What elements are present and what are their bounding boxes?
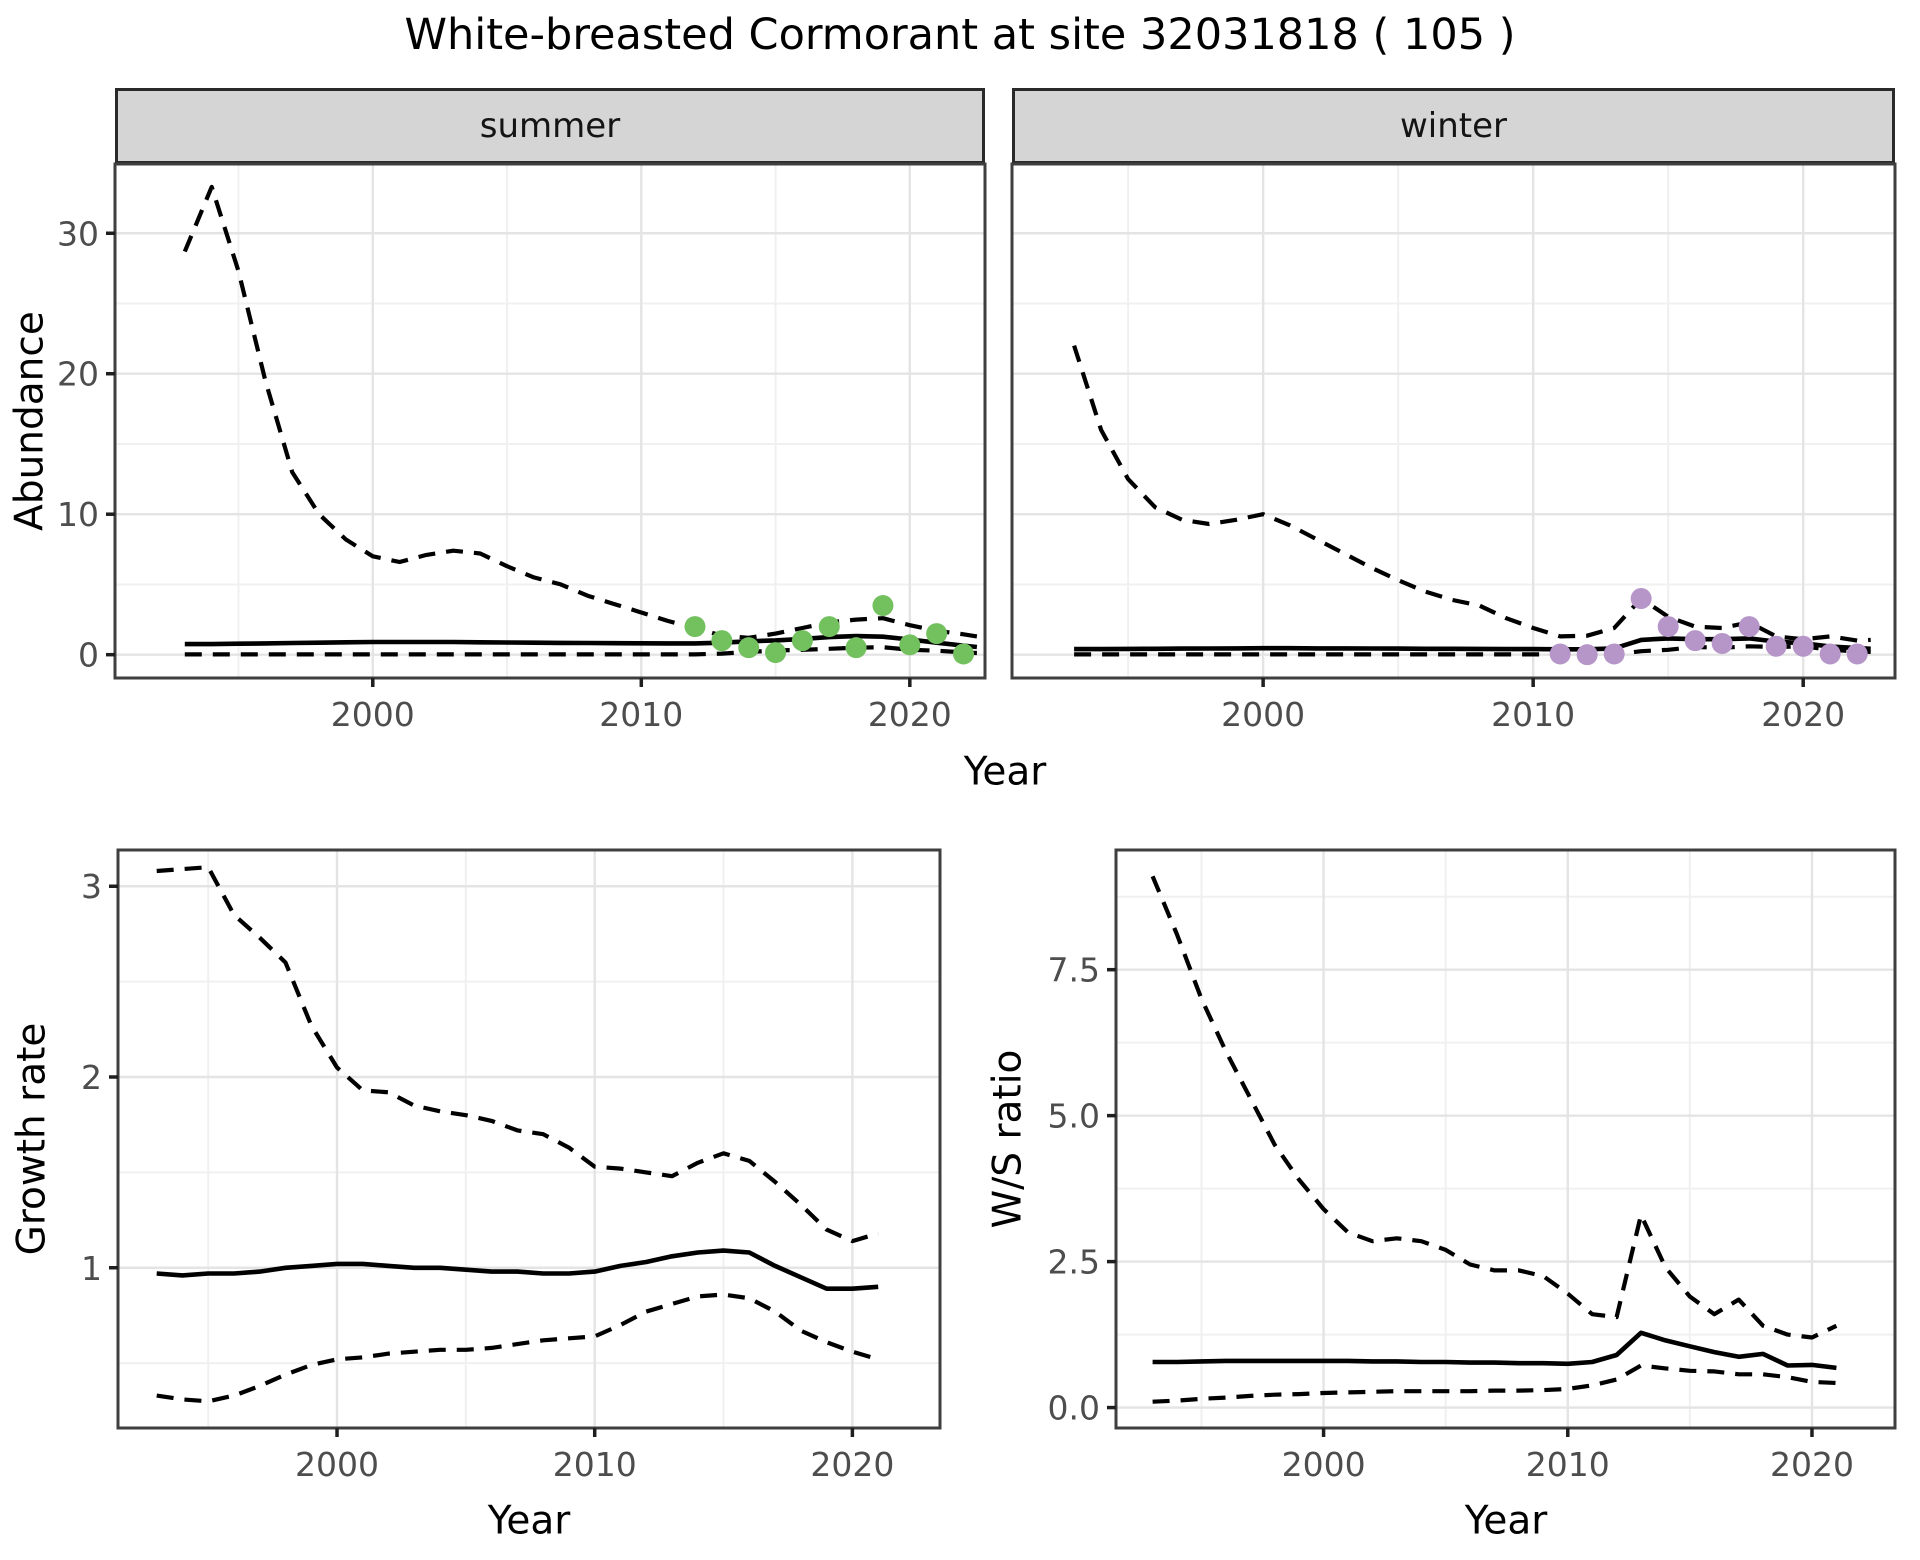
axis-ticks: 2000 2010 2020 xyxy=(1221,678,1845,734)
series-upper-ci xyxy=(1150,875,1838,1340)
y-tick-label: 1 xyxy=(81,1249,102,1288)
grid-major xyxy=(115,164,985,678)
grid-major xyxy=(1116,850,1895,1428)
series-lower-ci xyxy=(1152,1363,1837,1404)
facet-strip-summer: summer xyxy=(115,88,985,164)
data-point xyxy=(926,623,948,645)
data-point xyxy=(765,642,787,664)
series-median xyxy=(1152,1330,1837,1371)
data-point xyxy=(1576,644,1598,666)
series-lower-ci xyxy=(1074,644,1871,657)
series-observations xyxy=(1549,587,1868,666)
data-point xyxy=(1819,643,1841,665)
data-point xyxy=(1549,643,1571,665)
x-axis-title-year-growth: Year xyxy=(487,1498,571,1544)
data-point xyxy=(1846,643,1868,665)
facet-strip-summer-label: summer xyxy=(479,106,621,146)
abundance-summer-panel: 2000 2010 2020 0 10 20 30 xyxy=(57,162,987,734)
axis-ticks: 2000 2010 2020 1 2 3 xyxy=(81,867,894,1484)
data-point xyxy=(899,634,921,656)
panel-border xyxy=(116,848,942,1430)
data-point xyxy=(1765,635,1787,657)
grid-minor xyxy=(1012,164,1895,678)
x-tick-label: 2010 xyxy=(553,1445,637,1484)
data-point xyxy=(1738,616,1760,638)
x-tick-label: 2020 xyxy=(1770,1445,1854,1484)
y-tick-label: 2 xyxy=(81,1058,102,1097)
data-point xyxy=(1711,632,1733,654)
series-median xyxy=(184,633,978,650)
y-tick-label: 5.0 xyxy=(1048,1097,1100,1136)
abundance-winter-panel: 2000 2010 2020 xyxy=(1010,162,1897,734)
data-point xyxy=(1792,635,1814,657)
y-tick-label: 3 xyxy=(81,867,102,906)
data-point xyxy=(1657,616,1679,638)
plot-title: White-breasted Cormorant at site 3203181… xyxy=(404,10,1516,60)
y-tick-label: 30 xyxy=(57,214,99,253)
grid-minor xyxy=(115,164,985,678)
data-point xyxy=(818,616,840,638)
data-point xyxy=(1630,587,1652,609)
growth-rate-panel: 2000 2010 2020 1 2 3 xyxy=(81,848,942,1484)
series-upper-ci xyxy=(1072,344,1871,643)
data-point xyxy=(711,630,733,652)
panel-border xyxy=(1114,848,1897,1430)
y-axis-title-ws-ratio: W/S ratio xyxy=(985,1049,1031,1229)
data-point xyxy=(738,637,760,659)
data-point xyxy=(1603,643,1625,665)
x-axis-title-year-ws: Year xyxy=(1464,1498,1548,1544)
facet-strip-winter-label: winter xyxy=(1399,106,1508,146)
grid-major xyxy=(118,850,940,1428)
data-point xyxy=(845,637,867,659)
series-median xyxy=(1074,636,1871,652)
x-tick-label: 2000 xyxy=(295,1445,379,1484)
y-tick-label: 10 xyxy=(57,495,99,534)
y-tick-label: 0 xyxy=(78,636,99,675)
data-point xyxy=(1684,630,1706,652)
x-tick-label: 2020 xyxy=(1761,695,1845,734)
axis-ticks: 2000 2010 2020 0.0 2.5 5.0 7.5 xyxy=(1048,951,1854,1484)
y-tick-label: 0.0 xyxy=(1048,1389,1100,1428)
panel-border xyxy=(113,162,987,680)
series-lower-ci xyxy=(156,1292,879,1404)
x-tick-label: 2010 xyxy=(599,695,683,734)
series-lower-ci xyxy=(184,645,977,657)
y-axis-title-abundance: Abundance xyxy=(7,311,53,531)
x-tick-label: 2000 xyxy=(1282,1445,1366,1484)
data-point xyxy=(791,630,813,652)
x-tick-label: 2000 xyxy=(331,695,415,734)
series-upper-ci xyxy=(182,184,978,640)
panel-border xyxy=(1010,162,1897,680)
y-axis-title-growth-rate: Growth rate xyxy=(9,1022,55,1256)
x-axis-title-year-top: Year xyxy=(963,749,1047,795)
y-tick-label: 2.5 xyxy=(1048,1243,1100,1282)
series-median xyxy=(156,1248,879,1291)
series-observations xyxy=(684,595,975,665)
x-tick-label: 2010 xyxy=(1491,695,1575,734)
series-upper-ci xyxy=(156,865,879,1244)
grid-minor xyxy=(118,850,940,1428)
data-point xyxy=(872,595,894,617)
y-tick-label: 7.5 xyxy=(1048,951,1100,990)
grid-minor xyxy=(1116,850,1895,1428)
x-tick-label: 2020 xyxy=(868,695,952,734)
data-point xyxy=(953,643,975,665)
axis-ticks: 2000 2010 2020 0 10 20 30 xyxy=(57,214,952,734)
x-tick-label: 2010 xyxy=(1526,1445,1610,1484)
x-tick-label: 2020 xyxy=(810,1445,894,1484)
data-point xyxy=(684,616,706,638)
y-tick-label: 20 xyxy=(57,355,99,394)
ws-ratio-panel: 2000 2010 2020 0.0 2.5 5.0 7.5 xyxy=(1048,848,1897,1484)
x-tick-label: 2000 xyxy=(1221,695,1305,734)
